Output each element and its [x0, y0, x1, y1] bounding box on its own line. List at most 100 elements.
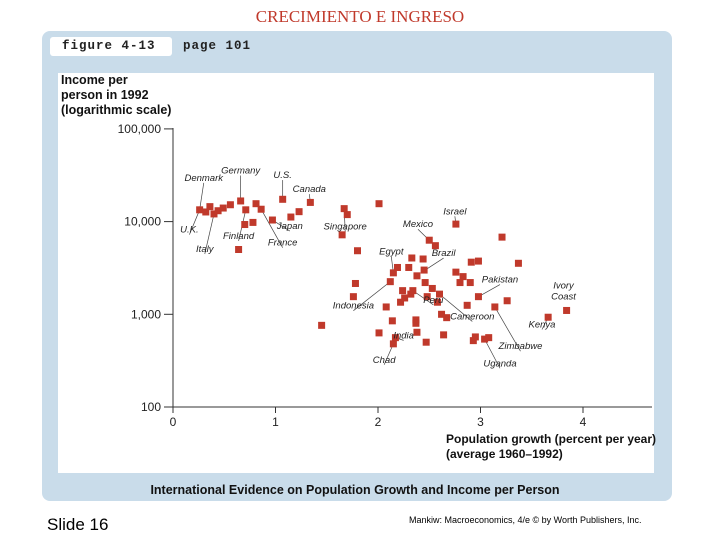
data-point [252, 200, 260, 208]
data-point [393, 263, 401, 271]
data-point [295, 208, 303, 216]
country-label: U.K. [180, 225, 198, 236]
data-point [279, 195, 287, 203]
data-point [452, 268, 460, 276]
data-point [443, 314, 451, 322]
data-point [423, 293, 431, 301]
y-ticks: 100 1,000 10,000 100,000 [118, 122, 173, 414]
data-point [467, 258, 475, 266]
data-point [481, 335, 489, 343]
data-point [202, 208, 210, 216]
page-label: page 101 [183, 39, 252, 53]
country-label: Japan [276, 221, 303, 232]
data-point [485, 334, 493, 342]
data-point [196, 206, 204, 214]
data-point [474, 257, 482, 265]
data-point [226, 201, 234, 209]
x-ticks: 0 1 2 3 4 [170, 407, 587, 429]
data-point [399, 287, 407, 295]
country-label: Ivory [553, 280, 575, 291]
data-point [544, 313, 552, 321]
data-point [235, 246, 243, 254]
data-point [425, 236, 433, 244]
annotation-leader-line [260, 209, 283, 248]
data-point [214, 207, 222, 215]
data-point [349, 293, 357, 301]
data-point [249, 218, 257, 226]
data-point [391, 334, 399, 342]
data-point [306, 198, 314, 206]
country-label: Finland [223, 231, 255, 242]
data-point [268, 216, 276, 224]
data-points [196, 195, 571, 348]
data-point [419, 255, 427, 263]
data-point [405, 263, 413, 271]
data-point [375, 200, 383, 208]
y-tick-label: 1,000 [131, 307, 161, 321]
data-point [397, 298, 405, 306]
country-label: Brazil [432, 248, 457, 259]
country-label: Chad [373, 355, 396, 366]
country-label: Peru [423, 295, 444, 306]
country-label: Italy [196, 244, 215, 255]
data-point [459, 273, 467, 281]
chart-title: International Evidence on Population Gro… [150, 483, 560, 497]
y-tick-label: 100,000 [118, 122, 162, 136]
x-tick-label: 4 [580, 415, 587, 429]
data-point [389, 269, 397, 277]
data-point [354, 247, 361, 255]
country-label: Zimbabwe [498, 341, 543, 352]
data-point [466, 279, 474, 287]
data-point [503, 297, 511, 305]
country-label: U.S. [273, 170, 291, 181]
data-point [436, 290, 443, 298]
data-point [287, 213, 295, 221]
figure-label: figure 4-13 [62, 39, 156, 53]
data-point [420, 266, 428, 274]
data-point [401, 294, 409, 302]
data-point [206, 203, 214, 211]
data-point [318, 321, 326, 329]
data-point [338, 231, 346, 239]
plot-background [58, 73, 654, 473]
country-label: France [268, 238, 298, 249]
data-point [456, 279, 464, 287]
data-point [343, 211, 351, 219]
country-label: Mexico [403, 219, 433, 230]
annotation-leader-line [439, 293, 473, 322]
country-label: Singapore [324, 222, 367, 233]
x-axis-label: Population growth (percent per year) (av… [446, 432, 657, 461]
data-point [421, 279, 429, 287]
data-point [409, 287, 417, 295]
data-point [463, 301, 471, 309]
data-point [413, 272, 421, 280]
data-point [471, 333, 479, 341]
annotation-leader-line [424, 257, 444, 271]
annotation-leader-line [484, 338, 501, 369]
data-point [413, 328, 421, 336]
data-point [412, 319, 420, 327]
y-tick-label: 10,000 [124, 215, 161, 229]
data-point [386, 278, 394, 286]
figure-tab [50, 37, 172, 56]
annotation-leader-line [478, 284, 501, 297]
data-point [241, 221, 249, 229]
data-point [388, 317, 396, 325]
x-tick-label: 0 [170, 415, 177, 429]
annotation-leader-line [199, 182, 205, 210]
data-point [428, 284, 436, 292]
data-point [422, 338, 430, 346]
data-point [237, 197, 245, 205]
data-point [407, 290, 415, 298]
slide-title: CRECIMIENTO E INGRESO [255, 7, 465, 26]
country-label: India [393, 330, 414, 341]
data-point [351, 279, 359, 287]
slide-number: Slide 16 [47, 515, 109, 534]
y-axis-label: Income per person in 1992 (logarithmic s… [61, 73, 172, 117]
country-label: Coast [551, 292, 576, 303]
data-point [452, 220, 460, 228]
country-label: Denmark [184, 173, 224, 184]
country-label: Cameroon [450, 311, 494, 322]
annotation-leader-line [353, 281, 391, 311]
